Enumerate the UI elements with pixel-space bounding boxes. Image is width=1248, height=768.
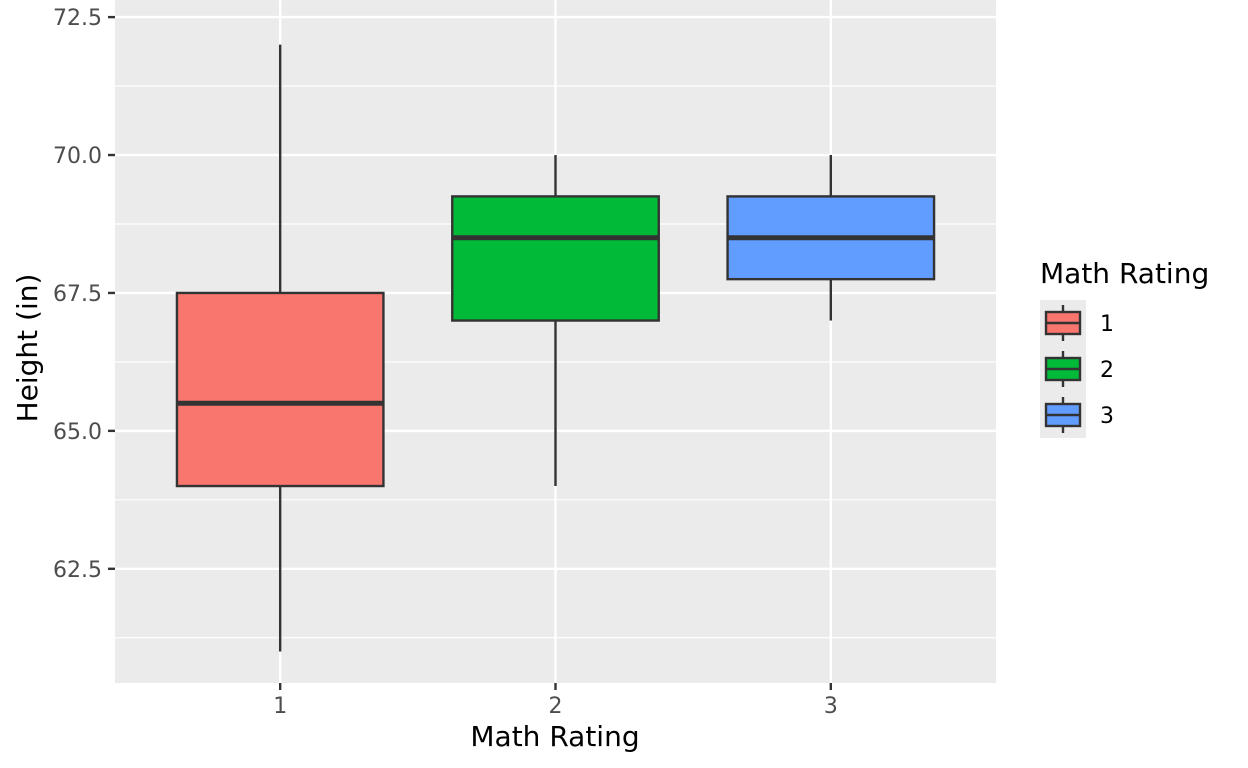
legend-label: 1 xyxy=(1100,312,1114,337)
legend-label: 3 xyxy=(1100,404,1114,429)
legend-title: Math Rating xyxy=(1040,257,1209,290)
box-body xyxy=(175,291,385,488)
legend-entry-2: 2 xyxy=(1040,346,1114,392)
y-tick-label: 72.5 xyxy=(53,6,102,31)
x-axis: 1 2 3 xyxy=(273,683,838,719)
y-tick-label: 62.5 xyxy=(53,558,102,583)
x-tick-label: 1 xyxy=(273,694,287,719)
x-tick-label: 2 xyxy=(549,694,563,719)
legend: Math Rating 1 2 3 xyxy=(1040,257,1209,438)
y-axis: 62.5 65.0 67.5 70.0 72.5 xyxy=(53,6,115,583)
legend-entry-1: 1 xyxy=(1040,300,1114,346)
y-axis-label: Height (in) xyxy=(11,274,44,423)
box-body xyxy=(451,195,660,322)
legend-label: 2 xyxy=(1100,358,1114,383)
x-axis-label: Math Rating xyxy=(470,720,639,753)
y-tick-label: 65.0 xyxy=(53,420,102,445)
box-3 xyxy=(726,155,936,321)
y-tick-label: 70.0 xyxy=(53,144,102,169)
box-1 xyxy=(175,44,385,652)
x-tick-label: 3 xyxy=(824,694,838,719)
box-2 xyxy=(451,155,660,487)
y-tick-label: 67.5 xyxy=(53,282,102,307)
boxes xyxy=(175,44,936,652)
legend-entry-3: 3 xyxy=(1040,392,1114,438)
